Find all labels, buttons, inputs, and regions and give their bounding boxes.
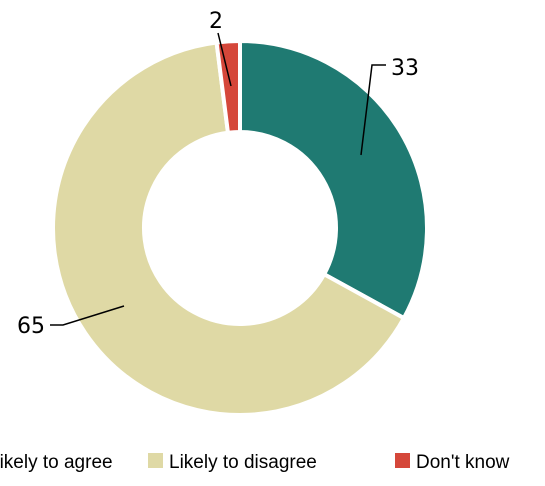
leader-line-likely-to-agree — [360, 64, 386, 156]
data-label-don-t-know: 2 — [209, 9, 223, 34]
data-labels: 33 65 2 — [17, 9, 419, 339]
slice-likely-to-agree — [238, 38, 429, 321]
data-label-likely-to-disagree: 65 — [17, 314, 45, 339]
legend-swatch-likely-to-disagree — [148, 453, 163, 468]
legend-label-likely-to-agree: Likely to agree — [0, 452, 113, 473]
slice-don-t-know — [214, 38, 242, 135]
legend: Likely to agree Likely to disagree Don't k… — [0, 452, 510, 473]
slice-likely-to-disagree — [51, 40, 407, 417]
legend-item-don-t-know: Don't know — [395, 452, 510, 473]
legend-swatch-don-t-know — [395, 453, 410, 468]
legend-label-don-t-know: Don't know — [416, 452, 510, 473]
leader-line-likely-to-disagree — [50, 305, 125, 326]
donut-slices — [51, 38, 429, 417]
label-leaders — [50, 32, 386, 326]
legend-item-likely-to-disagree: Likely to disagree — [148, 452, 317, 473]
legend-label-likely-to-disagree: Likely to disagree — [169, 452, 317, 473]
leader-line-don-t-know — [217, 32, 232, 87]
data-label-likely-to-agree: 33 — [391, 56, 419, 81]
legend-item-likely-to-agree: Likely to agree — [0, 452, 113, 473]
